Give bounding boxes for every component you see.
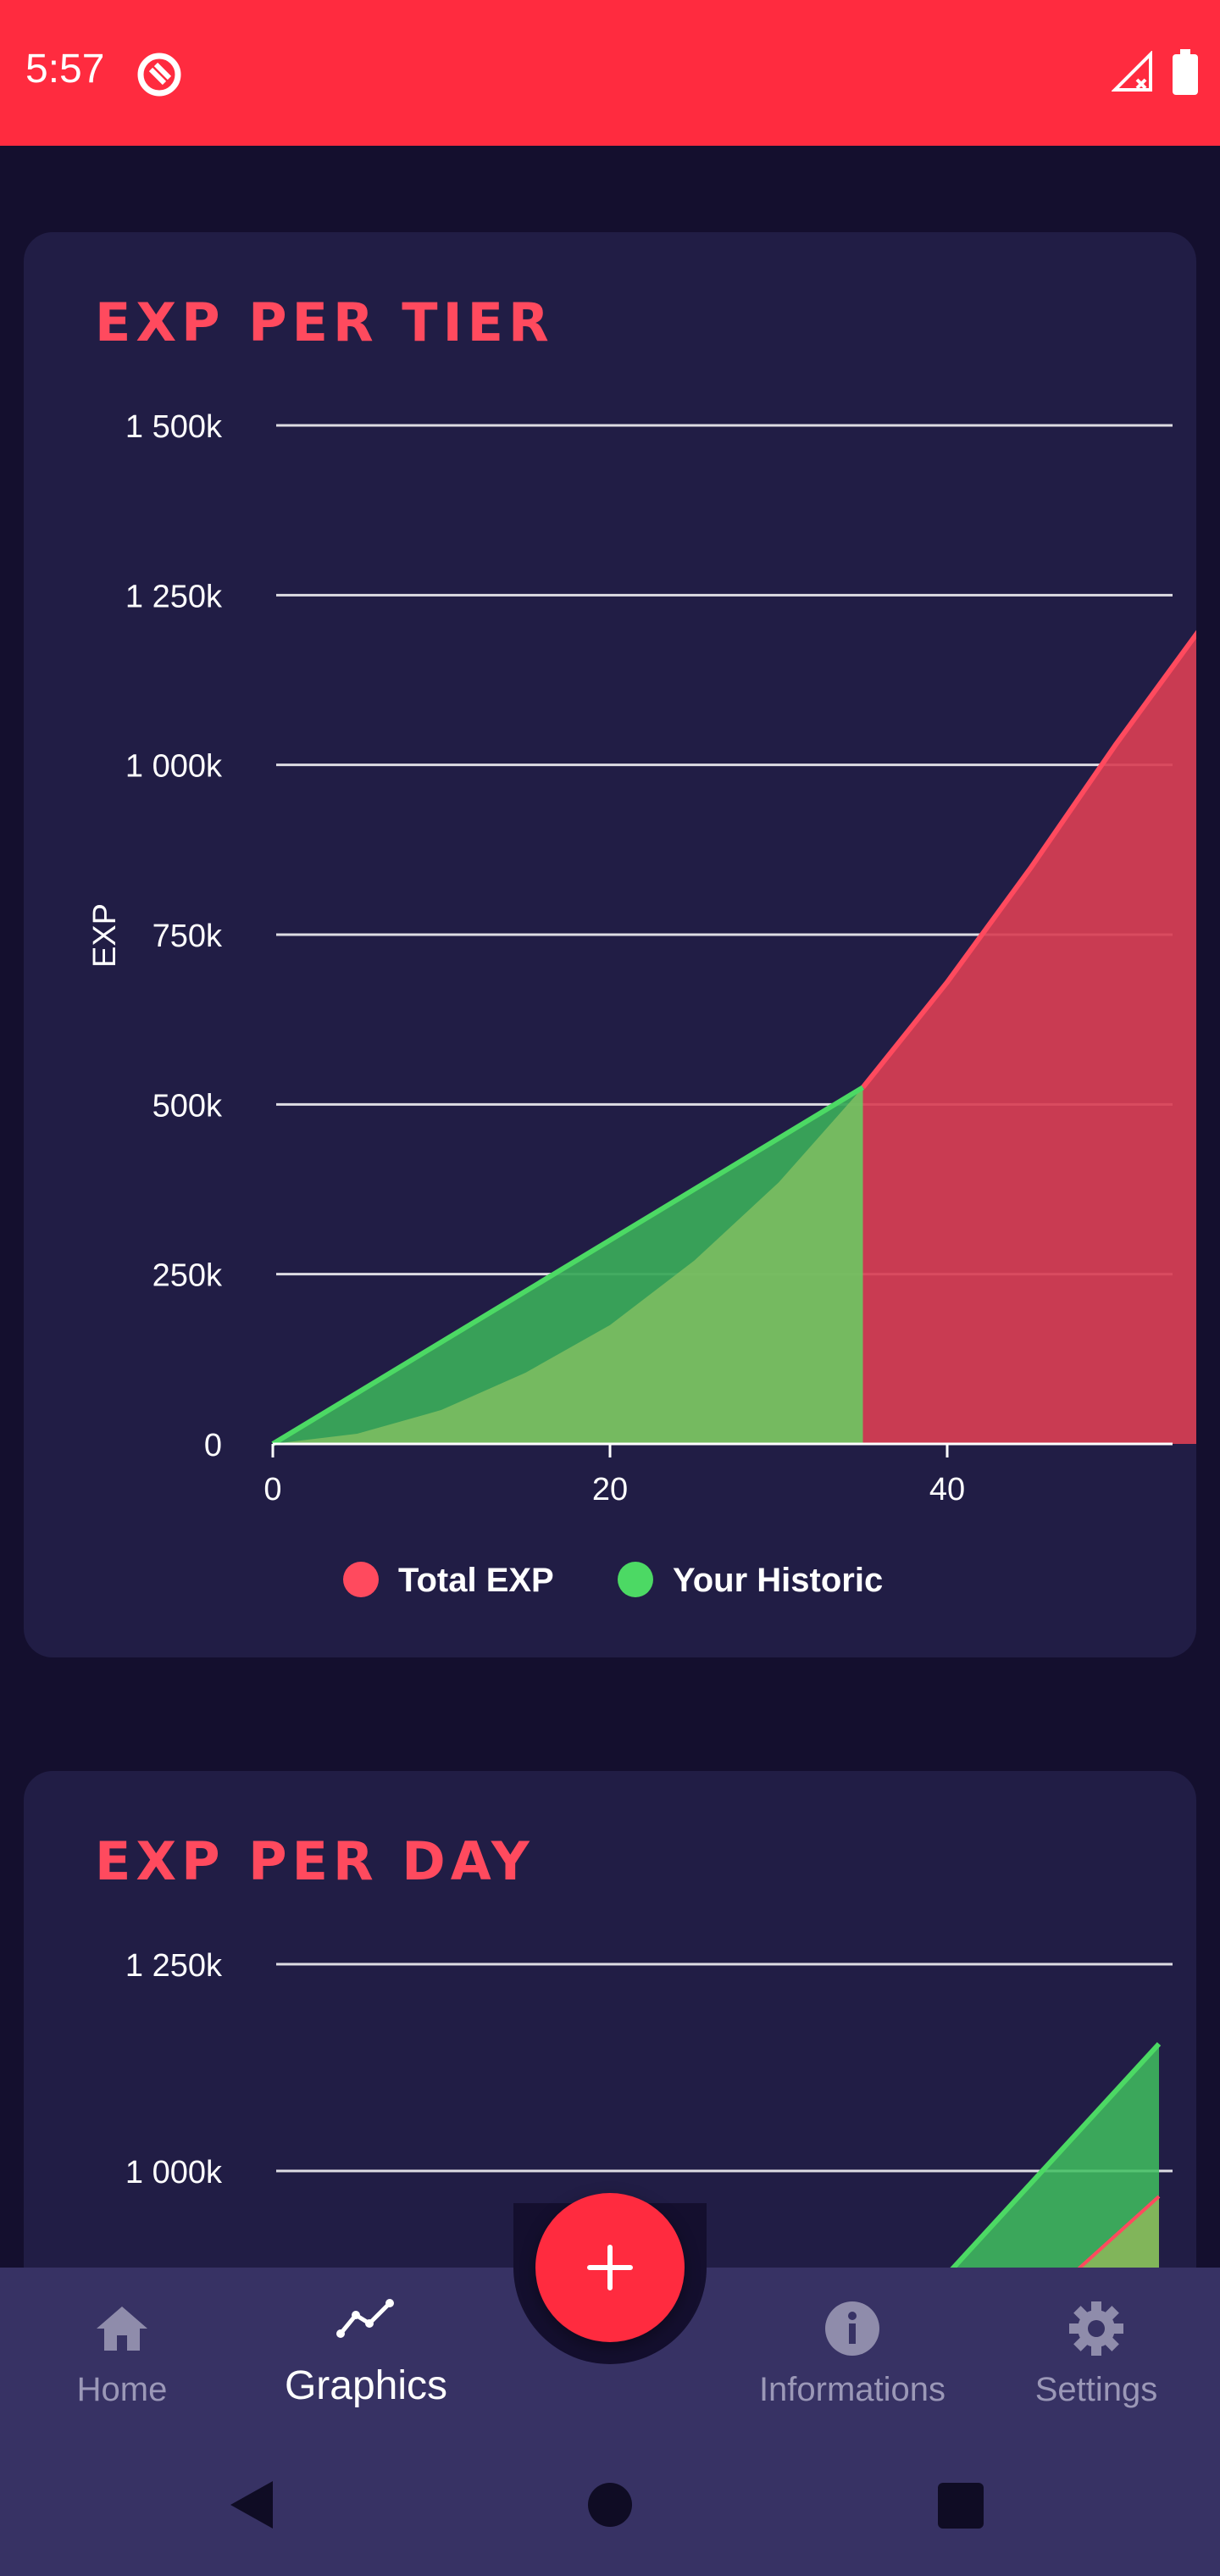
line-your-historic [271,1085,865,1446]
y-tick-label: 1 250k [125,1948,223,1984]
area-total-exp-under-historic [273,1087,863,1444]
nav-item-informations[interactable]: Informations [742,2288,962,2432]
x-tick-label: 40 [929,1472,965,1507]
home-circle-icon[interactable] [588,2483,632,2527]
legend-marker-your-historic [618,1562,653,1597]
battery-icon [1173,49,1198,95]
x-tick-label: 0 [263,1472,281,1507]
add-button[interactable] [535,2193,685,2342]
y-tick-label: 500k [152,1088,223,1124]
chart-line-icon [336,2299,394,2338]
info-icon [825,2301,879,2356]
y-tick-label: 750k [152,919,223,954]
exp-per-day-chart: 1 250k 1 000k [125,1948,1173,2275]
exp-per-tier-chart: EXP 0 250k 500k 750k 1 000k 1 250k 1 500k 0 20 4… [87,409,1196,1599]
line-total-exp [1073,2195,1161,2274]
area-total-exp [862,634,1196,1444]
legend-label-your-historic: Your Historic [673,1562,883,1599]
nav-label-informations: Informations [758,2371,946,2408]
back-icon[interactable] [230,2481,273,2529]
recents-icon[interactable] [938,2483,984,2529]
legend: Total EXP Your Historic [343,1562,883,1599]
status-bar: 5:57 [0,0,1220,146]
y-axis-label: EXP [87,903,123,968]
nav-label-settings: Settings [1034,2371,1158,2408]
nav-label-home: Home [76,2371,168,2408]
line-total-exp [861,630,1196,1090]
line-your-historic [946,2041,1162,2275]
card-title: EXP PER TIER [95,291,554,353]
y-tick-label: 1 000k [125,2155,223,2190]
card-title: EXP PER DAY [95,1830,535,1892]
gear-icon [1069,2301,1123,2356]
plus-icon [587,2245,633,2290]
signal-icon [1112,51,1152,92]
y-tick-label: 1 000k [125,749,223,785]
exp-per-tier-card: EXP PER TIER EXP 0 250k 500k 750k 1 000k 1 25… [24,232,1196,1657]
nav-item-settings[interactable]: Settings [986,2288,1206,2432]
nav-item-graphics[interactable]: Graphics [256,2288,476,2432]
y-tick-label: 1 250k [125,579,223,614]
legend-marker-total-exp [343,1562,379,1597]
status-time: 5:57 [25,47,105,92]
y-tick-label: 1 500k [125,409,223,445]
y-tick-label: 0 [204,1428,222,1463]
x-tick-label: 20 [592,1472,628,1507]
nav-item-home[interactable]: Home [12,2288,232,2432]
nav-label-graphics: Graphics [284,2363,448,2408]
app-notification-icon [137,53,181,97]
y-tick-label: 250k [152,1258,223,1294]
home-icon [97,2307,147,2351]
system-navigation-bar [230,2481,984,2529]
legend-label-total-exp: Total EXP [398,1562,554,1599]
